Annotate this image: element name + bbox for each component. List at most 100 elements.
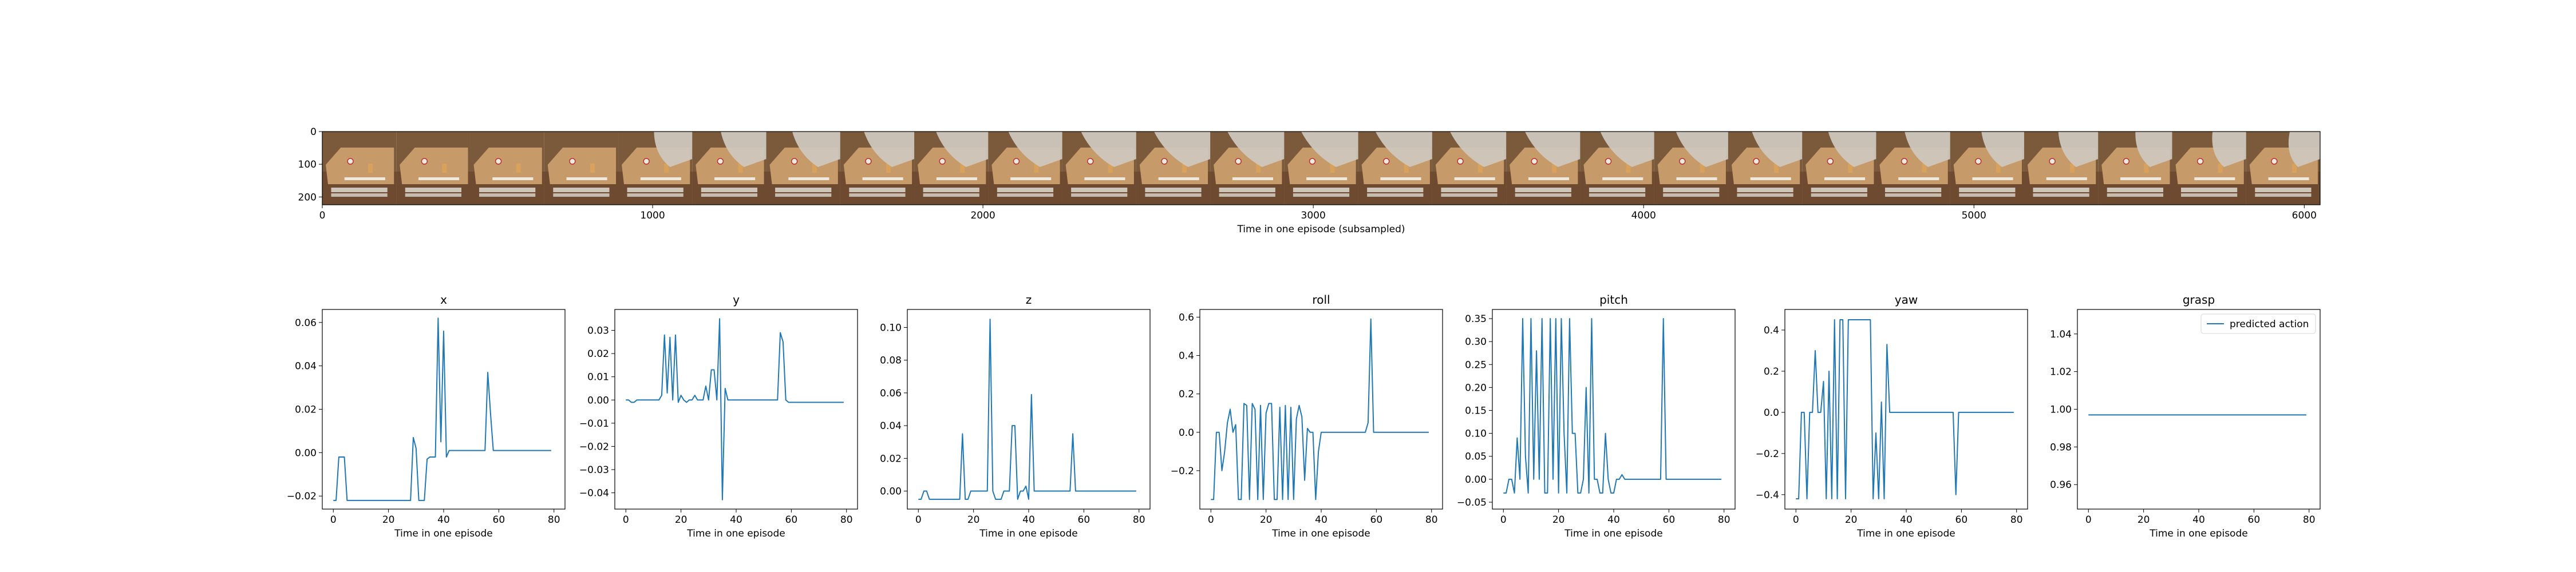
strip-frame: [470, 132, 544, 205]
episode-frame-strip: 0 1000 2000 3000 4000 5000 6000 0 100 200 Time i…: [298, 126, 2321, 235]
x-tick-label: 20: [1552, 514, 1565, 526]
x-tick-label: 40: [1315, 514, 1327, 526]
strip-frame: [618, 132, 693, 205]
strip-x-ticks: 0 1000 2000 3000 4000 5000 6000: [319, 205, 2317, 221]
y-tick-label: −0.02: [579, 441, 609, 452]
x-tick-label: 40: [1022, 514, 1035, 526]
y-tick-label: 0.20: [1465, 382, 1487, 394]
y-tick-label: −0.01: [579, 418, 609, 430]
strip-x-tick-label: 3000: [1301, 210, 1326, 221]
panel-yaw: yaw 0 20 40 60 80 −0.4 −0.2 0.0 0.2 0.4 Time in one…: [1756, 293, 2028, 539]
panel-grasp: grasp 0 20 40 60 80 0.96 0.98 1.00 1.02 1.04 Time i…: [2050, 293, 2321, 539]
y-tick-label: 0.00: [295, 447, 317, 459]
panel-x-label: Time in one episode: [979, 528, 1077, 539]
x-tick-label: 80: [1425, 514, 1438, 526]
strip-y-ticks: 0 100 200: [298, 126, 322, 203]
y-tick-label: 0.03: [587, 325, 609, 337]
y-tick-label: 1.00: [2050, 404, 2072, 416]
y-tick-label: 0.4: [1764, 325, 1779, 336]
x-tick-label: 60: [1955, 514, 1968, 526]
y-tick-label: 0.15: [1465, 406, 1487, 417]
y-tick-label: 1.02: [2050, 367, 2072, 378]
strip-frame: [1358, 132, 1432, 205]
y-tick-label: 0.30: [1465, 336, 1487, 348]
x-tick-label: 40: [730, 514, 742, 526]
y-tick-label: 1.04: [2050, 329, 2072, 340]
panel-x-label: Time in one episode: [1271, 528, 1370, 539]
y-tick-label: 0.96: [2050, 479, 2072, 491]
strip-frame: [1432, 132, 1507, 205]
strip-frames: [322, 132, 2320, 205]
x-tick-label: 20: [382, 514, 395, 526]
x-tick-label: 80: [2010, 514, 2023, 526]
strip-frame: [544, 132, 619, 205]
y-tick-label: 0.25: [1465, 359, 1487, 371]
x-tick-label: 40: [1607, 514, 1620, 526]
strip-frame: [1136, 132, 1211, 205]
strip-frame: [1950, 132, 2024, 205]
strip-frame: [914, 132, 989, 205]
x-tick-label: 80: [1718, 514, 1730, 526]
x-tick-label: 0: [915, 514, 922, 526]
y-tick-label: 0.00: [587, 395, 609, 406]
strip-y-tick-label: 200: [298, 192, 317, 203]
panel-x-label: Time in one episode: [1856, 528, 1955, 539]
y-tick-label: 0.00: [1465, 474, 1487, 486]
strip-frame: [1506, 132, 1581, 205]
panel-x-label: Time in one episode: [1564, 528, 1662, 539]
x-tick-label: 0: [1793, 514, 1799, 526]
y-tick-label: −0.02: [287, 491, 317, 502]
y-tick-label: 0.06: [295, 317, 317, 329]
x-tick-label: 80: [2303, 514, 2316, 526]
x-tick-label: 0: [623, 514, 629, 526]
strip-x-label: Time in one episode (subsampled): [1236, 224, 1405, 235]
y-tick-label: 0.98: [2050, 442, 2072, 453]
y-tick-label: 0.06: [880, 388, 902, 399]
series-line: [1796, 319, 2014, 500]
y-tick-label: −0.04: [579, 488, 609, 499]
y-tick-label: 0.10: [880, 322, 902, 333]
strip-x-tick-label: 1000: [640, 210, 665, 221]
strip-frame: [1802, 132, 1876, 205]
legend-entry: predicted action: [2230, 319, 2309, 330]
panel-title: x: [440, 293, 447, 307]
y-tick-label: 0.01: [587, 372, 609, 383]
x-tick-label: 40: [437, 514, 450, 526]
panel-pitch: pitch 0 20 40 60 80 −0.05 0.00 0.05 0.10 0.15 0.20 0…: [1457, 293, 1736, 539]
x-tick-label: 20: [967, 514, 980, 526]
series-line: [918, 319, 1136, 500]
strip-y-tick-label: 100: [298, 159, 317, 170]
x-tick-label: 20: [1845, 514, 1858, 526]
y-tick-label: −0.2: [1171, 466, 1194, 477]
y-tick-label: 0.2: [1179, 389, 1194, 400]
x-tick-label: 20: [675, 514, 688, 526]
panel-x-label: Time in one episode: [686, 528, 785, 539]
strip-frame: [1580, 132, 1654, 205]
y-tick-label: −0.2: [1756, 448, 1779, 460]
x-tick-label: 80: [1133, 514, 1145, 526]
y-tick-label: 0.08: [880, 355, 902, 367]
strip-frame: [396, 132, 471, 205]
strip-x-tick-label: 4000: [1631, 210, 1656, 221]
y-tick-label: −0.4: [1756, 490, 1779, 501]
x-tick-label: 20: [2138, 514, 2150, 526]
y-tick-label: 0.0: [1179, 427, 1194, 439]
panel-title: y: [733, 293, 740, 307]
strip-x-tick-label: 2000: [970, 210, 995, 221]
y-tick-label: −0.05: [1457, 497, 1487, 509]
strip-frame: [988, 132, 1062, 205]
panel-x-label: Time in one episode: [394, 528, 492, 539]
strip-frame: [2024, 132, 2099, 205]
x-tick-label: 60: [1370, 514, 1383, 526]
y-tick-label: 0.04: [880, 420, 902, 432]
x-tick-label: 60: [1663, 514, 1676, 526]
x-tick-label: 60: [785, 514, 798, 526]
strip-y-tick-label: 0: [310, 126, 317, 138]
series-line: [333, 317, 551, 501]
x-tick-label: 0: [1500, 514, 1507, 526]
y-tick-label: 0.35: [1465, 313, 1487, 325]
panel-title: roll: [1312, 293, 1330, 307]
x-tick-label: 0: [1208, 514, 1214, 526]
y-tick-label: 0.05: [1465, 451, 1487, 463]
